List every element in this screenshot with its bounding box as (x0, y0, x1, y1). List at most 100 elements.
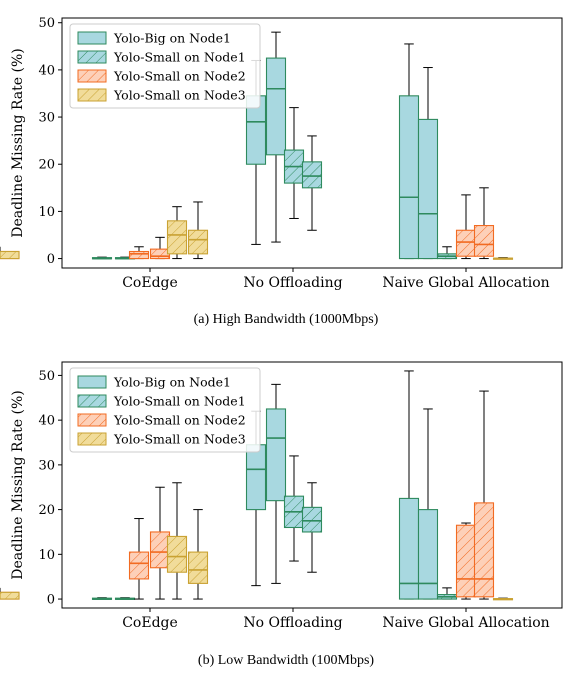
box-hatch (474, 502, 494, 597)
box-gold-hatch (187, 201, 209, 260)
legend-swatch-teal (77, 375, 107, 389)
box-orange-hatch (149, 236, 171, 260)
box-hatch (474, 225, 494, 257)
y-tick-label: 30 (38, 111, 55, 126)
box-hatch (150, 531, 170, 568)
x-category-label: Naive Global Allocation (382, 275, 549, 291)
box-orange-hatch (473, 390, 495, 600)
box-orange-hatch (455, 194, 477, 260)
box-teal-hatch (436, 246, 458, 260)
legend-swatch-teal (77, 31, 107, 45)
box-hatch (456, 525, 476, 597)
legend-label: Yolo-Small on Node1 (113, 394, 246, 409)
y-tick-label: 0 (47, 252, 55, 267)
box-teal (91, 256, 113, 260)
box-teal (265, 31, 287, 243)
box-gold-hatch (492, 257, 514, 260)
box-teal (91, 597, 113, 600)
box-teal (417, 408, 439, 600)
legend-label: Yolo-Small on Node3 (113, 432, 246, 447)
panel-high-bandwidth: 0 10 20 30 40 50 Deadline Missing Rate (%) CoEd… (0, 16, 563, 327)
box-teal-hatch (301, 135, 323, 231)
legend-hatch (78, 89, 106, 101)
x-category-label: CoEdge (122, 615, 178, 631)
box-body (265, 57, 287, 156)
box-hatch (188, 230, 208, 254)
box-teal (398, 43, 420, 260)
legend-hatch (78, 433, 106, 445)
box-teal-hatch (114, 597, 136, 600)
x-category-label: Naive Global Allocation (382, 615, 549, 631)
y-axis-title: Deadline Missing Rate (%) (10, 390, 26, 579)
panel-caption: (b) Low Bandwidth (100Mbps) (198, 653, 374, 668)
legend-label: Yolo-Small on Node2 (113, 413, 246, 428)
box-gold-hatch (0, 587, 20, 600)
box-teal (265, 383, 287, 584)
y-tick-label: 50 (38, 16, 55, 31)
box-hatch (167, 536, 187, 573)
legend-label: Yolo-Big on Node1 (113, 31, 231, 46)
box-hatch (150, 249, 170, 259)
box-hatch (188, 552, 208, 584)
box-hatch (456, 230, 476, 257)
y-tick-label: 0 (47, 593, 55, 608)
box-teal-hatch (283, 107, 305, 219)
box-body (265, 408, 287, 502)
box-hatch (302, 507, 322, 532)
box-gold-hatch (166, 206, 188, 260)
box-hatch (167, 220, 187, 254)
box-teal-hatch (436, 587, 458, 600)
y-axis-title: Deadline Missing Rate (%) (10, 48, 26, 237)
plot-frame (61, 17, 563, 269)
box-body (398, 95, 420, 260)
box-hatch (129, 251, 149, 259)
box-gold-hatch (166, 482, 188, 600)
legend-hatch (78, 70, 106, 82)
legend-label: Yolo-Small on Node3 (113, 88, 246, 103)
x-category-label: No Offloading (243, 275, 342, 291)
legend-hatch (78, 414, 106, 426)
legend-label: Yolo-Big on Node1 (113, 375, 231, 390)
legend-frame (69, 23, 261, 109)
box-gold-hatch (0, 246, 20, 260)
box-orange-hatch (128, 518, 150, 600)
legend-hatch (78, 51, 106, 63)
legend-label: Yolo-Small on Node1 (113, 50, 246, 65)
box-teal (417, 67, 439, 260)
panel-low-bandwidth: 0 10 20 30 40 50 Deadline Missing Rate (%) CoEd… (0, 361, 563, 668)
panel-caption: (a) High Bandwidth (1000Mbps) (194, 312, 379, 327)
legend: Yolo-Big on Node1 Yolo-Small on Node1 Yolo… (69, 23, 261, 109)
box-gold-hatch (492, 597, 514, 601)
box-hatch (129, 552, 149, 579)
box-orange-hatch (455, 522, 477, 600)
box-orange-hatch (128, 246, 150, 260)
box-orange-hatch (149, 486, 171, 600)
x-category-label: CoEdge (122, 275, 178, 291)
y-tick-label: 40 (38, 63, 55, 78)
box-teal-hatch (301, 482, 323, 573)
x-category-label: No Offloading (243, 615, 342, 631)
box-body (245, 444, 267, 511)
box-body (417, 509, 439, 600)
box-orange-hatch (473, 187, 495, 260)
plot-frame (61, 361, 563, 609)
y-tick-label: 20 (38, 158, 55, 173)
box-hatch (0, 592, 19, 600)
y-tick-label: 10 (38, 548, 55, 563)
y-tick-label: 30 (38, 458, 55, 473)
box-hatch (302, 161, 322, 188)
y-tick-label: 40 (38, 414, 55, 429)
box-hatch (0, 251, 19, 259)
y-tick-label: 20 (38, 503, 55, 518)
box-teal (398, 370, 420, 600)
box-body (417, 118, 439, 260)
box-teal-hatch (283, 455, 305, 562)
y-tick-label: 50 (38, 369, 55, 384)
legend-label: Yolo-Small on Node2 (113, 69, 246, 84)
box-gold-hatch (187, 509, 209, 600)
y-tick-label: 10 (38, 205, 55, 220)
legend-hatch (78, 395, 106, 407)
legend: Yolo-Big on Node1 Yolo-Small on Node1 Yolo… (69, 367, 261, 453)
legend-frame (69, 367, 261, 453)
